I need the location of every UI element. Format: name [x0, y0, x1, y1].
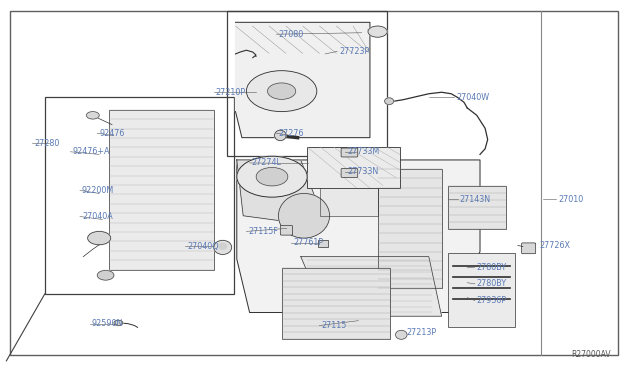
Text: 27040A: 27040A — [82, 212, 113, 221]
Ellipse shape — [214, 240, 232, 254]
Text: 27213P: 27213P — [406, 328, 436, 337]
Bar — [448, 253, 515, 327]
Polygon shape — [236, 22, 370, 138]
Bar — [282, 268, 390, 339]
FancyBboxPatch shape — [341, 169, 358, 177]
Text: 27143N: 27143N — [460, 195, 491, 203]
Text: 27280: 27280 — [34, 139, 60, 148]
Bar — [307, 147, 400, 188]
Text: 27115: 27115 — [321, 321, 347, 330]
Bar — [318, 240, 328, 247]
Polygon shape — [320, 169, 378, 216]
Circle shape — [86, 112, 99, 119]
Text: 2780BY: 2780BY — [477, 279, 507, 288]
Text: 92476+A: 92476+A — [72, 147, 110, 156]
Circle shape — [246, 71, 317, 112]
Text: 92590N: 92590N — [92, 319, 123, 328]
Text: 27733N: 27733N — [347, 167, 378, 176]
Text: 27115F: 27115F — [248, 227, 278, 236]
Text: 27276: 27276 — [278, 129, 304, 138]
Text: 27726X: 27726X — [539, 241, 570, 250]
Circle shape — [97, 270, 114, 280]
FancyBboxPatch shape — [522, 243, 536, 254]
Text: 27040Q: 27040Q — [187, 242, 218, 251]
Text: 27761P: 27761P — [293, 238, 323, 247]
Text: 27723P: 27723P — [339, 47, 369, 56]
Circle shape — [237, 156, 307, 197]
Text: R27000AV: R27000AV — [572, 350, 611, 359]
Text: 92476: 92476 — [99, 129, 125, 138]
Polygon shape — [237, 160, 326, 227]
FancyBboxPatch shape — [280, 225, 292, 235]
Text: 27080: 27080 — [278, 30, 303, 39]
Bar — [227, 11, 387, 156]
Bar — [45, 97, 234, 294]
Text: 27040W: 27040W — [456, 93, 490, 102]
Circle shape — [256, 167, 288, 186]
Bar — [448, 186, 506, 229]
Circle shape — [114, 320, 123, 326]
Ellipse shape — [278, 193, 330, 238]
Text: 27274L: 27274L — [252, 158, 282, 167]
Circle shape — [88, 231, 111, 245]
Text: 27936P: 27936P — [477, 296, 507, 305]
FancyArrowPatch shape — [255, 56, 257, 57]
Bar — [378, 169, 442, 288]
Ellipse shape — [275, 130, 286, 141]
Text: 27210P: 27210P — [216, 88, 246, 97]
Text: 2780BY: 2780BY — [477, 263, 507, 272]
Ellipse shape — [396, 330, 407, 339]
Circle shape — [368, 26, 387, 37]
Polygon shape — [301, 257, 442, 316]
Text: 92200M: 92200M — [82, 186, 114, 195]
Circle shape — [268, 83, 296, 99]
Ellipse shape — [219, 243, 227, 249]
FancyBboxPatch shape — [341, 148, 358, 157]
Ellipse shape — [385, 98, 394, 105]
Polygon shape — [237, 160, 480, 312]
Text: 27733M: 27733M — [347, 147, 379, 156]
Text: 27010: 27010 — [558, 195, 583, 203]
Bar — [109, 110, 214, 270]
